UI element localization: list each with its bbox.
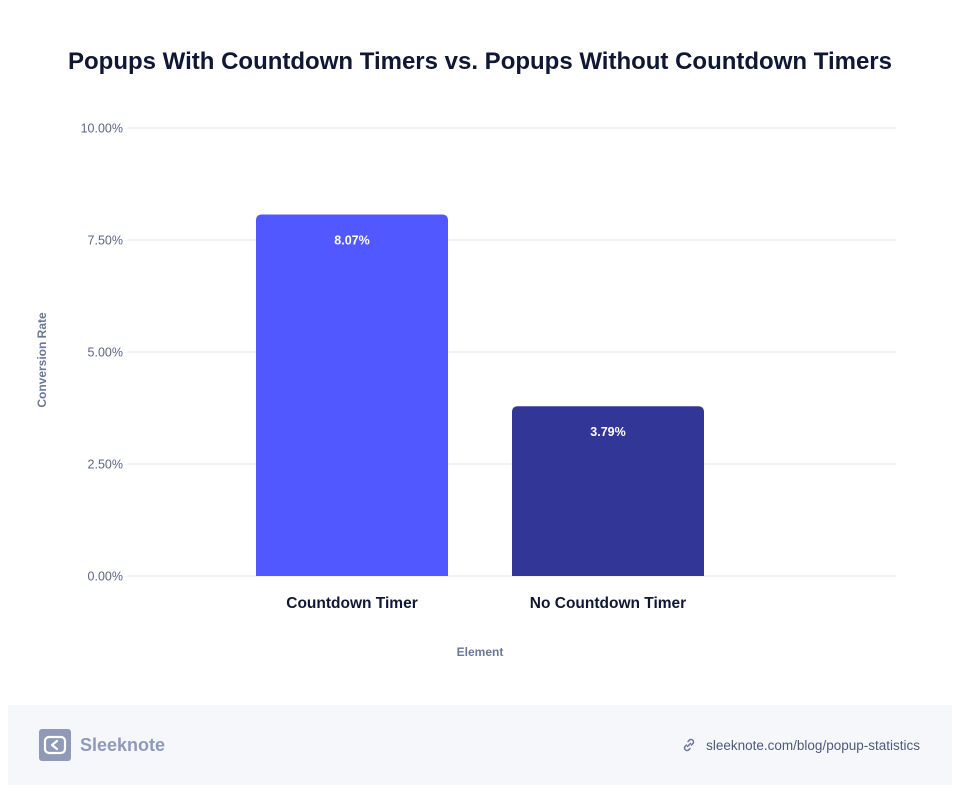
data-label: 3.79%: [590, 425, 625, 439]
link-text: sleeknote.com/blog/popup-statistics: [706, 737, 920, 753]
bar: [256, 214, 448, 577]
x-axis-label: Element: [457, 645, 504, 659]
y-tick-label: 10.00%: [81, 122, 123, 136]
y-axis-label: Conversion Rate: [35, 312, 49, 408]
data-label: 8.07%: [334, 233, 369, 247]
chart-title: Popups With Countdown Timers vs. Popups …: [68, 48, 892, 75]
link-icon: [681, 737, 697, 753]
y-tick-label: 5.00%: [88, 346, 123, 360]
x-tick-label: No Countdown Timer: [530, 595, 686, 612]
y-tick-label: 7.50%: [88, 234, 123, 248]
source-link[interactable]: sleeknote.com/blog/popup-statistics: [681, 737, 920, 753]
sleeknote-logo-icon: [39, 729, 71, 761]
y-tick-label: 0.00%: [88, 570, 123, 584]
brand-name: Sleeknote: [80, 734, 166, 755]
bar-chart: 0.00% 2.50% 5.00% 7.50% 10.00% 8.07% Countdown…: [35, 122, 896, 659]
brand-logo[interactable]: Sleeknote: [39, 729, 165, 761]
x-tick-label: Countdown Timer: [286, 595, 417, 612]
footer: Sleeknote sleeknote.com/blog/popup-stati…: [8, 705, 952, 785]
bar: [512, 406, 704, 576]
y-tick-label: 2.50%: [88, 458, 123, 472]
